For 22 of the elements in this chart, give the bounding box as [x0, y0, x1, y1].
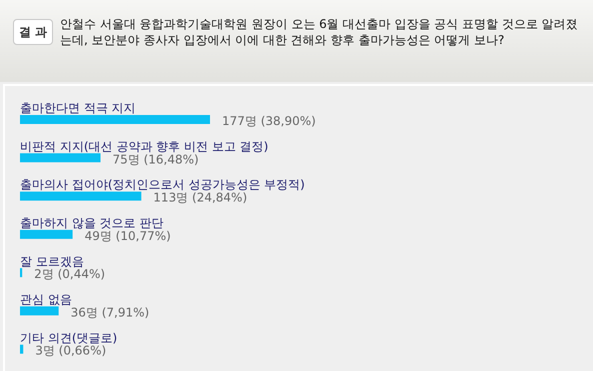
data-label: 36명 (7,91%) — [70, 305, 150, 320]
y-tick-label: 비판적 지지(대선 공약과 향후 비전 보고 결정) — [20, 139, 268, 154]
data-label: 75명 (16,48%) — [112, 152, 199, 166]
bar — [20, 344, 24, 354]
data-label: 49명 (10,77%) — [84, 228, 171, 243]
y-tick-label: 기타 의견(댓글로) — [20, 330, 118, 345]
y-tick-label: 출마의사 접어야(정치인으로서 성공가능성은 부정적) — [20, 178, 305, 192]
bar — [20, 115, 210, 124]
bar — [20, 306, 59, 316]
y-tick-label: 잘 모르겠음 — [20, 254, 84, 268]
bar — [20, 153, 101, 162]
text: 안철수 서울대 융합과학기술대학원 원장이 오는 6월 대선출마 입장을 공식 표명할 것으로 알려졌는데, 보안분야 종사자 입장에서 이에 대한 견해와 향후 출마가능성은 어떻게 보나? — [60, 16, 579, 48]
data-label: 2명 (0,44%) — [34, 267, 106, 282]
chart-title: 결 과 — [13, 19, 53, 45]
bar — [20, 230, 73, 239]
y-tick-label: 출마한다면 적극 지지 — [20, 101, 136, 116]
data-label: 113명 (24,84%) — [153, 190, 248, 205]
data-label: 3명 (0,66%) — [35, 344, 106, 358]
data-label: 177명 (38,90%) — [222, 114, 316, 128]
y-tick-label: 관심 없음 — [20, 292, 72, 307]
bar — [20, 192, 142, 201]
y-tick-label: 출마하지 않을 것으로 판단 — [20, 216, 164, 230]
